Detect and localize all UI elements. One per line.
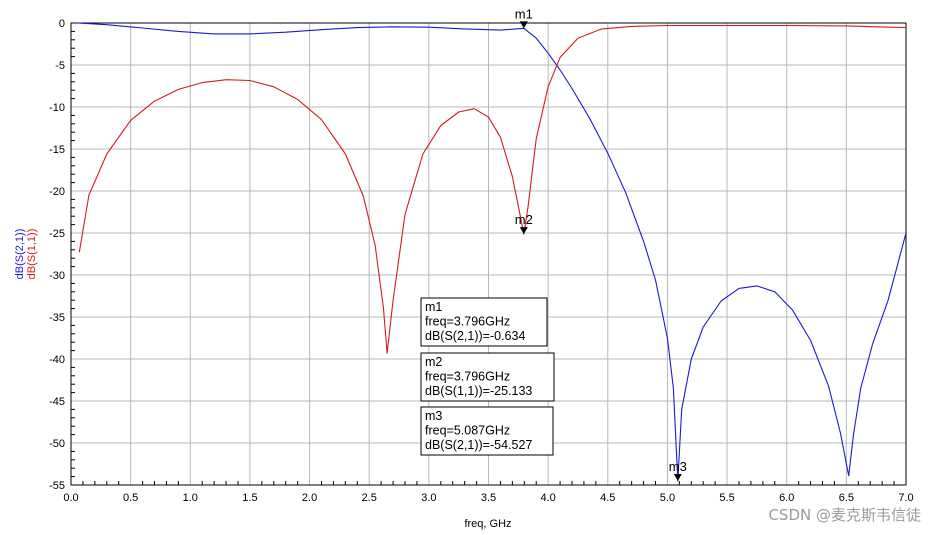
- x-tick-label: 6.5: [839, 492, 854, 504]
- y-tick-label: -10: [49, 102, 65, 114]
- y-tick-label: 0: [59, 18, 65, 30]
- x-tick-label: 1.0: [183, 492, 198, 504]
- x-tick-label: 2.5: [362, 492, 377, 504]
- marker-readouts: m1freq=3.796GHzdB(S(2,1))=-0.634m2freq=3…: [420, 297, 555, 456]
- readout-line: dB(S(1,1))=-25.133: [425, 384, 532, 398]
- y-axis-ticks: 0 -5 -10 -15 -20 -25 -30 -35 -40 -45 -50 -55: [49, 18, 75, 492]
- readout-box: [420, 406, 554, 456]
- readout-line: freq=3.796GHz: [425, 315, 510, 329]
- x-tick-label: 5.5: [719, 492, 734, 504]
- marker-m3-label: m3: [669, 459, 687, 474]
- x-tick-label: 5.0: [660, 492, 675, 504]
- marker-m2-label: m2: [515, 212, 533, 227]
- y-axis-title-s11: dB(S(1,1)): [26, 229, 38, 280]
- x-axis-ticks: 0.0 0.5 1.0 1.5 2.0 2.5 3.0 3.5 4.0 4.5 5.0 5.5 6.0 6…: [63, 481, 914, 504]
- x-tick-label: 0.5: [123, 492, 138, 504]
- series-line-dbs21: [76, 22, 907, 482]
- watermark: CSDN @麦克斯韦信徒: [768, 506, 921, 524]
- y-tick-label: -45: [49, 396, 65, 408]
- readout-line: m2: [425, 355, 442, 369]
- markers-layer: m1 m2 m3: [515, 6, 687, 482]
- readout-box: [420, 297, 548, 347]
- x-axis-title: freq, GHz: [464, 518, 511, 530]
- x-tick-label: 1.5: [242, 492, 257, 504]
- marker-m3-triangle[interactable]: [673, 474, 682, 482]
- marker-m2-triangle[interactable]: [519, 227, 528, 235]
- x-tick-label: 3.5: [481, 492, 496, 504]
- y-tick-label: -35: [49, 312, 65, 324]
- x-tick-label: 4.5: [600, 492, 615, 504]
- y-axis-title: dB(S(2,1)): [14, 229, 26, 280]
- y-tick-label: -20: [49, 186, 65, 198]
- readout-line: dB(S(2,1))=-0.634: [425, 329, 525, 343]
- readout-box: [420, 352, 555, 402]
- x-tick-label: 0.0: [63, 492, 78, 504]
- y-tick-label: -15: [49, 144, 65, 156]
- x-tick-label: 3.0: [421, 492, 436, 504]
- readout-line: freq=5.087GHz: [425, 424, 510, 438]
- series-line-dbs11: [78, 24, 907, 354]
- readout-line: dB(S(2,1))=-54.527: [425, 438, 532, 452]
- series-layer: [76, 22, 907, 482]
- y-axis-title-2: dB(S(1,1)): [26, 229, 38, 280]
- readout-line: freq=3.796GHz: [425, 370, 510, 384]
- y-tick-label: -5: [55, 60, 65, 72]
- y-tick-label: -40: [49, 354, 65, 366]
- x-tick-label: 2.0: [302, 492, 317, 504]
- y-tick-label: -30: [49, 270, 65, 282]
- y-axis-title-s21: dB(S(2,1)): [14, 229, 26, 280]
- marker-m1-triangle[interactable]: [519, 21, 528, 29]
- x-tick-label: 7.0: [898, 492, 913, 504]
- y-tick-label: -55: [49, 480, 65, 492]
- y-tick-label: -50: [49, 438, 65, 450]
- readout-line: m3: [425, 409, 442, 423]
- marker-m1-label: m1: [515, 6, 533, 21]
- x-tick-label: 6.0: [779, 492, 794, 504]
- y-tick-label: -25: [49, 228, 65, 240]
- plot-frame: [70, 22, 907, 486]
- x-tick-label: 4.0: [540, 492, 555, 504]
- readout-line: m1: [425, 300, 442, 314]
